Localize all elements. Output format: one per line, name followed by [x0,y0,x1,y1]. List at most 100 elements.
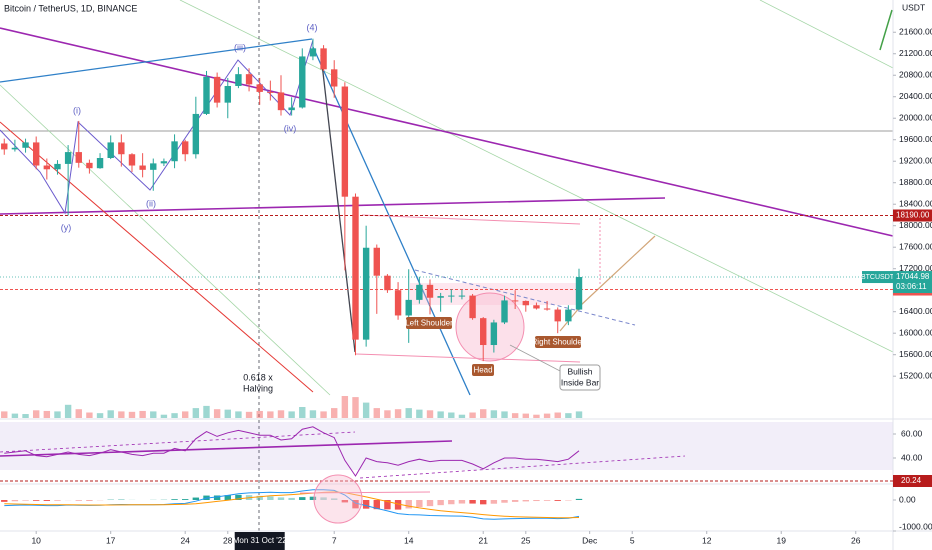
trend-line [0,27,894,237]
macd-histogram-bar [426,500,434,507]
neckline [414,269,636,326]
candle-body [543,308,551,310]
macd-histogram-bar [490,500,498,504]
x-tick-label: 24 [180,535,190,545]
y-tick-label: 60.00 [901,428,923,438]
volume-bar [554,412,561,418]
macd-histogram-bar [373,500,380,510]
volume-bar [224,409,231,418]
candle-body [235,74,242,86]
y-tick-label: 0.00 [899,494,916,504]
wave-label: (iii) [234,42,246,52]
candle-body [384,275,391,291]
trend-line [179,0,894,353]
y-tick-label: 16400.00 [899,306,932,316]
trend-line [759,0,894,69]
candle-body [533,305,540,309]
trend-line [0,38,313,83]
macd-histogram-bar [235,494,242,501]
macd-histogram-bar [181,499,189,501]
candle-body [256,84,263,92]
candle-body [320,48,327,70]
candle-body [469,295,476,319]
candle-body [22,142,29,148]
volume-bar [490,410,498,418]
volume-bar [235,411,242,418]
trend-line [0,84,331,396]
trend-line [355,353,581,363]
volume-bar [575,411,583,418]
macd-histogram-bar [22,500,29,501]
candle-body [299,56,306,108]
macd-histogram-bar [405,500,412,509]
y-tick-label: 20000.00 [899,112,932,122]
highlight-circle [455,292,525,362]
candle-body [181,141,189,155]
candle-body [203,76,210,114]
candle-body [511,300,519,302]
volume-bar [288,411,295,418]
rsi-trend-line [0,440,453,457]
volume-bar [426,410,434,418]
volume-bar [469,412,476,418]
pattern-label: Right Shoulder [532,338,585,347]
highlight-circle [313,474,363,524]
candle-body [554,309,561,322]
label-box [406,317,452,329]
volume-bar [394,409,402,418]
macd-histogram-bar [416,500,423,508]
macd-histogram-bar [54,500,61,501]
callout-text: Inside Bar [561,377,599,387]
volume-bar [181,411,189,418]
candle-body [96,158,104,169]
macd-histogram-bar [224,495,231,501]
y-tick-label: 15200.00 [899,370,932,380]
y-tick-label: 21200.00 [899,48,932,58]
x-tick-label: 26 [851,535,861,545]
volume-bar [522,413,529,418]
candle-body [245,74,253,85]
rsi-band [0,422,893,471]
x-tick-label: 10 [31,535,41,545]
candle-body [341,86,349,197]
candle-body [458,295,466,297]
volume-bar [501,411,508,418]
volume-bar [267,411,274,418]
volume-bar [1,411,8,418]
trend-line [0,121,314,393]
volume-bar [43,410,51,418]
macd-histogram-bar [331,498,338,501]
candle-body [11,147,19,150]
y-tick-label: 17200.00 [899,263,932,273]
annotation: Halving [243,383,273,393]
x-tick-label: 5 [630,535,635,545]
y-tick-label: 17600.00 [899,241,932,251]
x-tick-label: 25 [521,535,531,545]
x-tick-label: Dec [582,535,598,545]
crosshair-box [234,532,285,550]
x-tick-label: 28 [223,535,233,545]
x-tick-label: 12 [702,535,712,545]
macd-histogram-bar [394,500,402,510]
volume-bar [437,411,444,418]
x-tick-label: 14 [404,535,414,545]
macd-histogram-bar [1,500,8,502]
rsi-trend-line [0,431,356,453]
crosshair-label: Mon 31 Oct '22 [233,536,288,545]
trend-line [312,46,471,396]
volume-bar [309,410,317,418]
volume-bar [128,411,136,418]
volume-bar [320,411,327,418]
candle-body [75,152,82,163]
rsi-trend-line [359,455,686,479]
countdown: 03:06:11 [896,282,927,291]
macd-histogram-bar [511,500,519,502]
candle-body [480,318,487,346]
candle-body [394,290,402,316]
annotation: 0.618 x [243,372,273,382]
label-box [535,336,581,348]
macd-histogram-bar [43,500,51,501]
macd-histogram-bar [362,500,370,509]
